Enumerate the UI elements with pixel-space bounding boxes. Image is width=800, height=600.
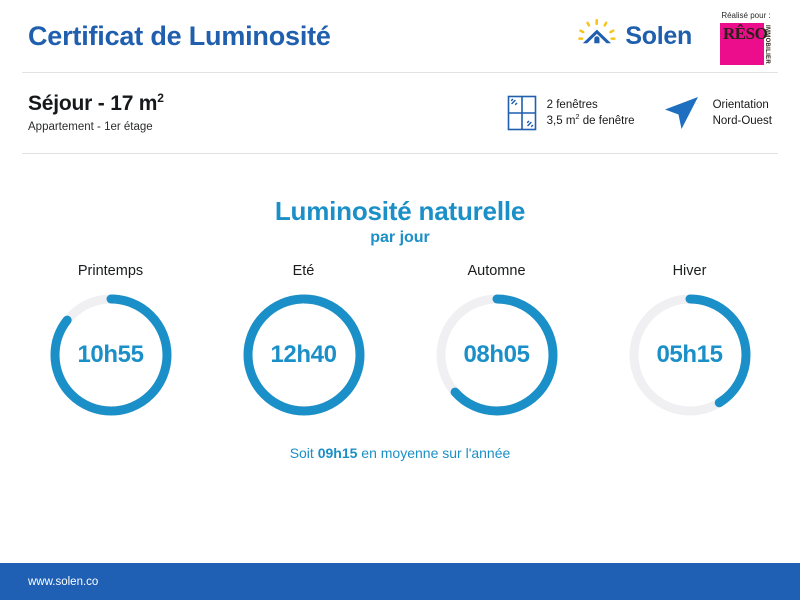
donut-season-label: Hiver [672,263,707,279]
donut-cell: Hiver 05h15 [600,263,780,423]
donut-cell: Automne 08h05 [407,263,587,423]
room-facts: 2 fenêtres 3,5 m2 de fenêtre Orientation… [507,73,772,153]
room-block: Séjour - 17 m2 Appartement - 1er étage [28,90,164,134]
donut-arc [436,294,557,416]
client-logo-block: Réalisé pour : RÊSO IMMOBILIER [720,7,772,65]
solen-wordmark: Solen [625,21,692,50]
windows-area-value: 3,5 m [546,115,576,127]
orientation-fact-text: Orientation Nord-Ouest [713,97,772,129]
donut-season-label: Automne [467,263,526,279]
donut-gauge: 05h15 [622,287,758,423]
footer-url[interactable]: www.solen.co [28,575,99,588]
room-title-text: Séjour - 17 m [28,91,158,115]
windows-area-exponent: 2 [575,112,580,122]
donut-arc [629,294,750,416]
window-icon [507,95,536,131]
donut-cell: Eté 12h40 [214,263,394,423]
donut-gauge: 08h05 [429,287,565,423]
divider-bottom [22,153,778,154]
reso-logo: RÊSO IMMOBILIER [720,23,772,65]
orientation-value: Nord-Ouest [712,115,772,127]
room-title: Séjour - 17 m2 [28,90,164,115]
room-subtitle: Appartement - 1er étage [28,121,153,134]
sun-house-icon [578,19,617,44]
chart-subtitle: par jour [370,229,430,246]
donut-svg [629,294,750,416]
fact-orientation: Orientation Nord-Ouest [661,93,772,133]
donut-value-label: 08h05 [463,341,530,368]
seasonal-donut-row: Printemps 10h55 Eté 12h40 Automne 08h05 Hiver 0… [0,263,800,423]
windows-fact-text: 2 fenêtres 3,5 m2 de fenêtre [547,97,635,129]
donut-gauge: 12h40 [236,287,372,423]
footer: www.solen.co [0,563,800,600]
orientation-label: Orientation [712,99,769,111]
page-title: Certificat de Luminosité [28,20,331,51]
room-info-band: Séjour - 17 m2 Appartement - 1er étage [0,73,800,153]
solen-logo: Solen [578,19,692,53]
average-suffix: en moyenne sur l'année [357,445,511,461]
donut-season-label: Eté [292,263,315,279]
room-title-exponent: 2 [157,90,164,105]
windows-count: 2 fenêtres [546,99,598,111]
windows-area: 3,5 m2 de fenêtre [547,113,635,129]
donut-svg [243,294,364,416]
divider-top [22,72,778,73]
donut-svg [436,294,557,416]
donut-gauge: 10h55 [43,287,179,423]
fact-windows: 2 fenêtres 3,5 m2 de fenêtre [507,95,635,131]
windows-area-suffix: de fenêtre [579,115,635,127]
donut-value-label: 12h40 [270,341,337,368]
donut-value-label: 05h15 [656,341,723,368]
luminosity-chart-section: Luminosité naturelle par jour Printemps 1… [0,154,800,549]
client-caption: Réalisé pour : [721,11,771,20]
brand-zone: Solen Réalisé pour : RÊSO IMMOBILIER [578,0,772,72]
compass-arrow-icon [664,97,698,129]
donut-arc [50,294,171,416]
reso-vertical-text: IMMOBILIER [764,25,770,64]
donut-arc [243,294,364,416]
average-value: 09h15 [317,445,358,461]
reso-square [720,23,764,65]
donut-value-label: 10h55 [77,341,144,368]
donut-season-label: Printemps [77,263,144,279]
average-prefix: Soit [289,445,318,461]
annual-average-text: Soit 09h15 en moyenne sur l'année [0,445,800,461]
donut-cell: Printemps 10h55 [21,263,201,423]
reso-wordmark: RÊSO [723,24,768,43]
header: Certificat de Luminosité [0,0,800,72]
chart-title: Luminosité naturelle [274,196,526,226]
donut-svg [50,294,171,416]
